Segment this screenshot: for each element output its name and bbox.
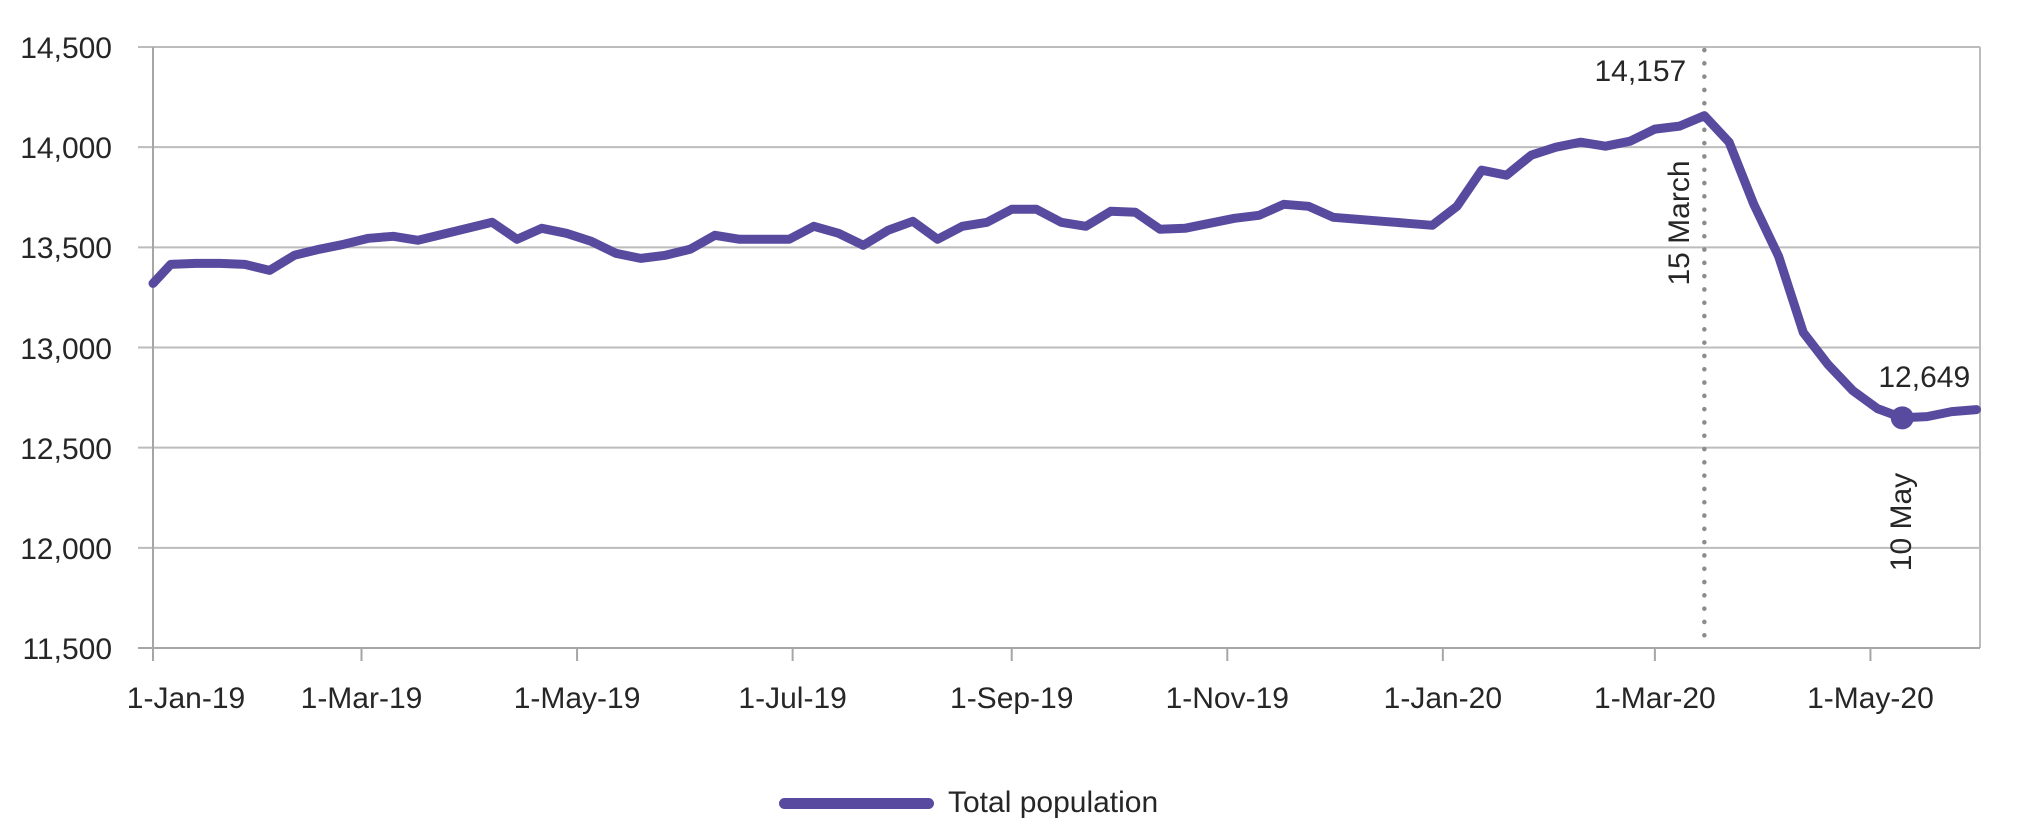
y-axis-tick-label: 12,500 — [20, 432, 112, 466]
low-point-marker — [1890, 406, 1914, 430]
x-axis-tick-label: 1-May-20 — [1807, 682, 1934, 715]
legend-line-swatch — [779, 797, 934, 809]
low-value-label: 12,649 — [1878, 360, 1971, 394]
x-axis-tick-label: 1-May-19 — [513, 682, 641, 715]
x-axis-tick-label: 1-Mar-19 — [300, 682, 423, 715]
peak-value-label: 14,157 — [1594, 54, 1687, 88]
legend: Total population — [779, 786, 1158, 820]
x-axis-tick-label: 1-Jan-20 — [1383, 682, 1503, 715]
x-axis-tick-label: 1-Sep-19 — [950, 682, 1074, 715]
peak-date-label: 15 March — [1663, 160, 1697, 286]
legend-label: Total population — [948, 786, 1159, 819]
low-date-label: 10 May — [1885, 472, 1919, 572]
y-axis-tick-label: 11,500 — [22, 633, 112, 666]
y-axis-tick-label: 13,500 — [20, 232, 112, 266]
y-axis-tick-label: 14,500 — [20, 32, 112, 65]
y-axis-tick-label: 12,000 — [20, 532, 112, 566]
x-axis-tick-label: 1-Mar-20 — [1594, 682, 1716, 715]
x-axis-tick-label: 1-Nov-19 — [1165, 682, 1289, 715]
x-axis-tick-label: 1-Jul-19 — [738, 682, 847, 715]
total-population-line — [148, 111, 1981, 423]
y-axis-tick-label: 13,000 — [20, 332, 112, 366]
x-axis-tick-label: 1-Jan-19 — [126, 682, 246, 715]
y-axis-tick-label: 14,000 — [20, 132, 112, 166]
